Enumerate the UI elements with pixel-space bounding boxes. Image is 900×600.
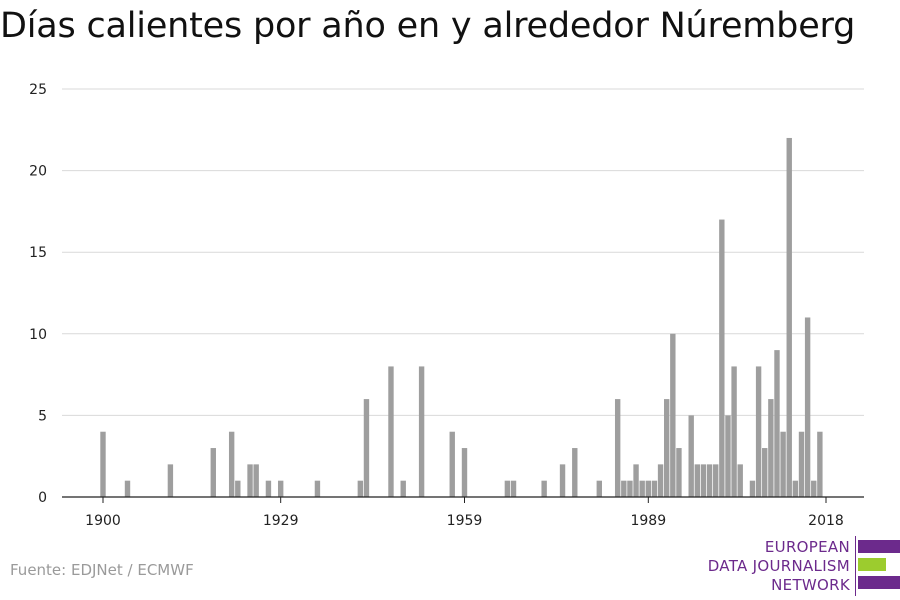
bar — [645, 480, 652, 497]
bar — [694, 464, 701, 497]
bar — [418, 366, 425, 497]
bar — [670, 333, 676, 497]
chart-area: 0 5 10 15 20 25 1900 1929 1959 1989 2018 — [29, 82, 864, 529]
bar — [247, 464, 253, 497]
bar — [100, 431, 106, 497]
bar — [388, 366, 394, 497]
bar — [314, 480, 321, 497]
x-tick-label: 1959 — [447, 513, 483, 529]
bar — [762, 448, 768, 497]
y-tick-labels: 0 5 10 15 20 25 — [29, 82, 47, 506]
logo-line-european: EUROPEAN — [764, 538, 850, 556]
bar — [541, 480, 547, 497]
bar — [357, 480, 364, 497]
bar — [657, 464, 664, 497]
bar — [265, 480, 272, 497]
bar — [780, 431, 786, 497]
bar — [664, 399, 670, 497]
x-tick-label: 1929 — [263, 513, 299, 529]
chart-title: Días calientes por año en y alrededor Nú… — [0, 6, 856, 46]
bar — [449, 431, 455, 497]
bar — [688, 415, 694, 497]
bar — [792, 480, 799, 497]
bar — [363, 399, 370, 497]
bar — [731, 366, 737, 497]
logo-bar-top — [858, 540, 900, 553]
logo-line-data-journalism: DATA JOURNALISM — [707, 557, 850, 575]
bar — [559, 464, 566, 497]
bar — [572, 448, 578, 497]
y-tick-label: 20 — [29, 164, 47, 180]
y-tick-label: 0 — [38, 490, 47, 506]
y-tick-label: 15 — [29, 245, 47, 261]
bar — [768, 399, 774, 497]
logo-bar-middle — [858, 558, 886, 571]
bar — [786, 137, 792, 497]
bar — [504, 480, 511, 497]
bar — [596, 480, 602, 497]
logo-line-network: NETWORK — [771, 576, 850, 594]
x-tick-label: 1900 — [85, 513, 121, 529]
bar — [719, 219, 725, 497]
y-tick-label: 5 — [38, 408, 47, 424]
bar — [676, 448, 682, 497]
y-tick-label: 10 — [29, 327, 47, 343]
bar — [253, 464, 259, 497]
bar — [755, 366, 762, 497]
edjnet-logo: EUROPEAN DATA JOURNALISM NETWORK — [700, 536, 900, 596]
bar — [749, 480, 756, 497]
bar — [700, 464, 707, 497]
bar — [627, 480, 633, 497]
bar — [461, 448, 468, 497]
bar — [811, 480, 817, 497]
bar — [737, 464, 743, 497]
x-tick-labels: 1900 1929 1959 1989 2018 — [85, 497, 844, 529]
bar — [167, 464, 174, 497]
bars — [100, 137, 823, 497]
bar — [510, 480, 517, 497]
logo-bar-bottom — [858, 576, 900, 589]
x-tick-label: 2018 — [808, 513, 844, 529]
bar — [277, 480, 284, 497]
bar — [713, 464, 719, 497]
bar — [706, 464, 713, 497]
bar — [817, 431, 823, 497]
logo-divider — [855, 536, 856, 596]
bar — [804, 317, 811, 497]
bar — [210, 448, 216, 497]
bar — [798, 431, 805, 497]
bar — [774, 350, 780, 497]
bar — [235, 480, 241, 497]
bar — [621, 480, 627, 497]
bar — [400, 480, 406, 497]
bar — [614, 399, 621, 497]
bar — [633, 464, 639, 497]
source-note: Fuente: EDJNet / ECMWF — [10, 561, 194, 579]
bar — [124, 480, 131, 497]
grid-lines — [62, 88, 864, 416]
y-tick-label: 25 — [29, 82, 47, 98]
bar — [725, 415, 731, 497]
x-tick-label: 1989 — [630, 513, 666, 529]
bar — [651, 480, 658, 497]
bar — [228, 431, 235, 497]
bar — [639, 480, 645, 497]
